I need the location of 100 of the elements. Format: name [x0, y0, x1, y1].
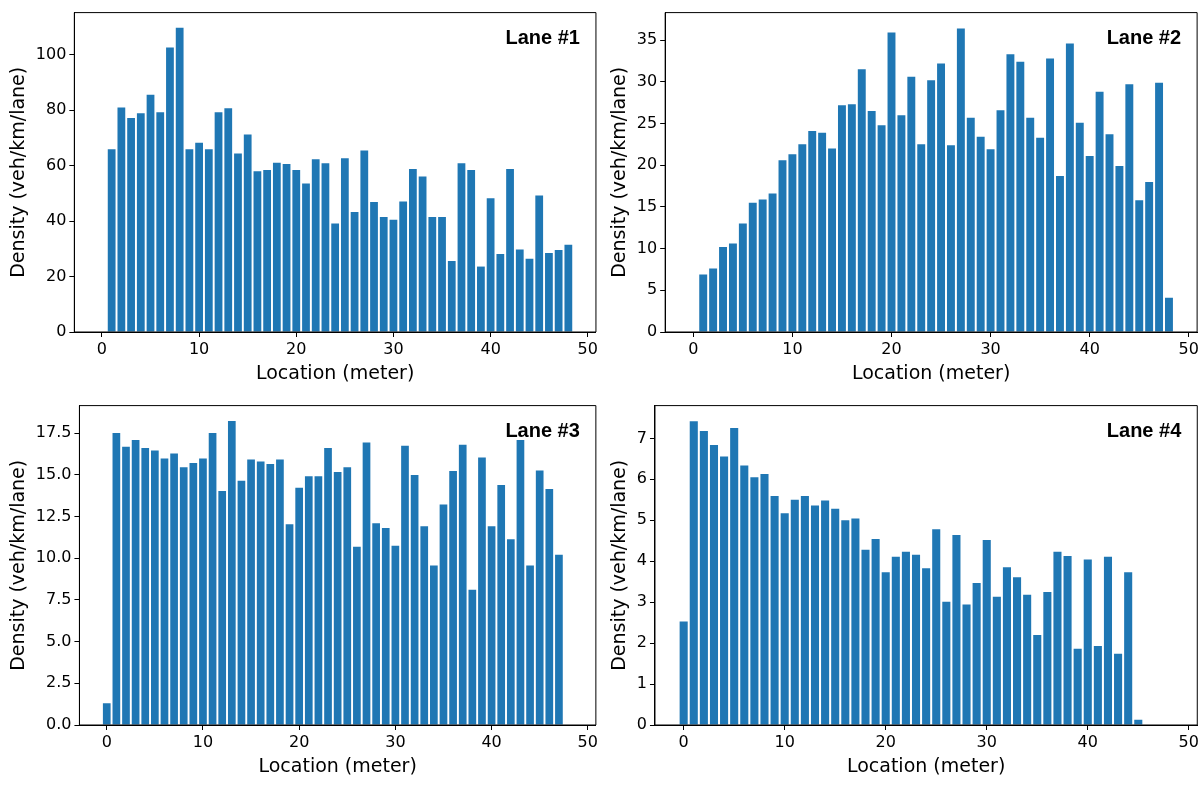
bar — [841, 520, 850, 725]
bar — [942, 601, 951, 725]
bar — [331, 223, 340, 332]
y-tick-label: 10.0 — [35, 547, 72, 567]
bar — [962, 604, 971, 725]
bar — [1046, 58, 1055, 332]
bar — [966, 117, 975, 332]
bar — [449, 471, 457, 725]
bar — [285, 524, 294, 725]
annotation: Lane #4 — [1106, 419, 1183, 442]
y-tick-label: 15 — [636, 196, 658, 216]
bar — [917, 144, 926, 332]
y-tick-label: 5.0 — [45, 630, 72, 650]
bar — [788, 154, 797, 332]
bar — [976, 136, 985, 332]
x-tick-label: 30 — [385, 731, 406, 751]
bar — [986, 149, 995, 332]
y-tick-label: 1 — [636, 673, 647, 693]
bar — [1023, 594, 1032, 725]
y-tick-label: 6 — [636, 468, 647, 488]
y-tick-label: 35 — [636, 29, 658, 49]
bar — [901, 551, 910, 725]
bar — [1114, 653, 1123, 725]
y-tick-label: 12.5 — [35, 505, 72, 525]
bar — [362, 442, 371, 725]
y-tick-label: 5 — [636, 509, 647, 529]
bar — [932, 529, 941, 725]
annotation: Lane #1 — [505, 26, 580, 49]
x-tick-label: 10 — [782, 338, 803, 358]
bar — [1093, 645, 1102, 725]
y-tick-label: 20 — [636, 154, 658, 174]
bar — [1002, 567, 1011, 725]
bar — [151, 450, 159, 725]
bar — [738, 223, 747, 332]
x-tick-label: 40 — [1077, 731, 1098, 751]
bar — [837, 105, 846, 332]
bar — [818, 132, 827, 332]
bar — [922, 568, 931, 725]
bar — [709, 268, 718, 332]
bar — [1095, 91, 1104, 332]
bar — [800, 496, 809, 725]
bar — [122, 446, 130, 725]
bar — [263, 170, 272, 332]
bar — [372, 523, 380, 725]
x-tick-label: 20 — [875, 731, 896, 751]
bar — [1016, 61, 1025, 332]
bar — [831, 508, 840, 725]
x-tick-label: 40 — [1079, 338, 1100, 358]
bar — [428, 216, 437, 332]
bar — [821, 500, 830, 725]
x-tick-label: 0 — [688, 338, 699, 358]
bar — [1085, 156, 1094, 332]
bar — [679, 621, 688, 725]
bar — [399, 201, 408, 332]
bar — [333, 472, 342, 725]
bar — [224, 108, 233, 332]
bar — [112, 432, 121, 725]
bar — [748, 202, 757, 332]
x-tick-label: 50 — [1178, 338, 1199, 358]
x-tick-label: 30 — [383, 338, 404, 358]
bar — [1013, 577, 1022, 725]
bar — [409, 168, 417, 332]
y-axis-title: Density (veh/km/lane) — [607, 66, 630, 278]
bar — [1103, 556, 1113, 725]
x-axis-title: Location (meter) — [258, 753, 417, 776]
bar — [911, 554, 921, 725]
bar — [141, 447, 150, 725]
bar — [1063, 555, 1072, 725]
bar — [1083, 559, 1092, 725]
bar — [253, 171, 262, 332]
x-tick-label: 40 — [480, 338, 501, 358]
x-tick-label: 20 — [286, 338, 307, 358]
x-tick-label: 30 — [976, 731, 997, 751]
bar — [146, 94, 155, 332]
bar — [1033, 634, 1042, 725]
y-tick-label: 40 — [45, 210, 67, 230]
bar — [515, 249, 524, 332]
bar — [292, 170, 301, 332]
bar — [1124, 572, 1133, 725]
y-tick-label: 17.5 — [35, 422, 72, 442]
bar — [709, 444, 719, 725]
bar — [247, 459, 255, 725]
bar — [295, 487, 304, 725]
bar — [237, 480, 246, 725]
bar — [891, 556, 900, 725]
bar — [927, 80, 936, 332]
bar — [410, 474, 419, 725]
y-tick-label: 7 — [636, 427, 647, 447]
x-tick-label: 10 — [188, 338, 210, 358]
bar — [982, 539, 991, 725]
y-axis-title: Density (veh/km/lane) — [607, 459, 630, 671]
x-tick-label: 0 — [96, 338, 108, 358]
bar — [127, 117, 135, 332]
bar — [1043, 591, 1052, 725]
bar — [956, 28, 965, 332]
bar — [438, 216, 446, 332]
bar — [350, 211, 359, 332]
y-tick-label: 2.5 — [45, 672, 72, 692]
x-tick-label: 0 — [101, 731, 112, 751]
bar — [340, 158, 349, 332]
